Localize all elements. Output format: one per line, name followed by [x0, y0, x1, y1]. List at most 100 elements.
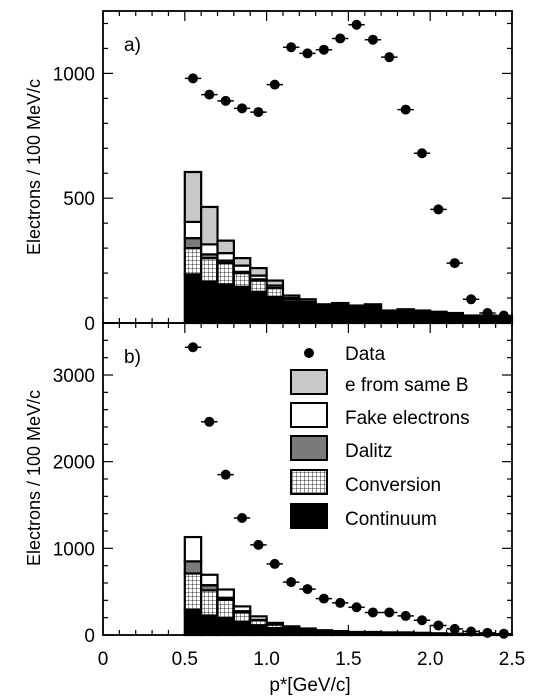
y-axis-label-a: Electrons / 100 MeV/c	[24, 79, 44, 255]
bar-conversion	[265, 286, 285, 298]
data-point	[187, 342, 198, 353]
data-point	[498, 310, 509, 321]
x-tick-label: 1.0	[253, 649, 279, 670]
bar-fake-electrons	[200, 573, 219, 587]
data-point	[253, 539, 264, 550]
data-point	[318, 593, 329, 604]
bar-continuum	[363, 303, 383, 325]
x-axis-label: p*[GeV/c]	[269, 675, 350, 696]
bar-conversion	[200, 589, 219, 617]
legend: Data e from same B Fake electrons Dalitz…	[290, 344, 470, 530]
bar-fake-electrons	[183, 220, 203, 240]
bar-fake-electrons	[232, 605, 252, 613]
legend-continuum-label: Continuum	[345, 509, 437, 530]
data-point	[220, 95, 231, 106]
legend-dalitz-label: Dalitz	[345, 441, 393, 462]
bar-conversion	[249, 279, 268, 293]
bar-conversion	[232, 271, 252, 288]
y-tick-label: 1000	[53, 64, 95, 85]
bar-e-from-same-b	[200, 205, 219, 246]
data-point	[466, 626, 477, 637]
data-point	[449, 623, 460, 634]
bar-dalitz	[183, 560, 203, 575]
bar-continuum	[216, 616, 235, 637]
bar-fake-electrons	[216, 252, 235, 262]
legend-same-b-label: e from same B	[345, 375, 469, 396]
bar-fake-electrons	[183, 535, 203, 563]
bar-fake-electrons	[265, 621, 285, 626]
x-tick-label: 1.5	[335, 649, 361, 670]
bar-fake-electrons	[249, 615, 268, 621]
bar-conversion	[183, 572, 203, 611]
bar-fake-electrons	[281, 625, 301, 629]
legend-data-marker	[304, 348, 314, 358]
bar-continuum	[232, 620, 252, 637]
legend-conversion-label: Conversion	[345, 475, 441, 496]
bar-e-from-same-b	[265, 279, 285, 287]
bar-continuum	[380, 309, 399, 325]
data-point	[449, 258, 460, 269]
data-point	[237, 103, 248, 114]
data-point	[302, 48, 313, 59]
bar-fake-electrons	[298, 627, 317, 631]
data-point	[351, 602, 362, 613]
y-tick-label: 3000	[53, 366, 95, 387]
data-point	[367, 34, 378, 45]
data-point	[351, 19, 362, 30]
panel-b-label: b)	[124, 347, 141, 368]
y-tick-label: 0	[84, 314, 95, 335]
data-point	[417, 148, 428, 159]
bar-conversion	[216, 598, 235, 620]
bar-continuum	[347, 304, 366, 325]
bar-continuum	[216, 283, 235, 325]
legend-dalitz-swatch	[290, 435, 328, 461]
bar-conversion	[232, 611, 252, 624]
bar-conversion	[200, 257, 219, 283]
bar-continuum	[232, 285, 252, 325]
data-point	[220, 469, 231, 480]
panel-a-label: a)	[124, 35, 141, 56]
data-point	[466, 294, 477, 305]
data-point	[269, 79, 280, 90]
data-point	[335, 33, 346, 44]
y-tick-label: 2000	[53, 453, 95, 474]
bar-continuum	[429, 310, 448, 325]
data-point	[433, 620, 444, 631]
data-point	[482, 627, 493, 638]
bar-e-from-same-b	[232, 257, 252, 267]
data-point	[384, 607, 395, 618]
data-point	[269, 558, 280, 569]
data-point	[400, 104, 411, 115]
data-point	[482, 308, 493, 319]
bar-e-from-same-b	[216, 239, 235, 255]
data-point	[302, 584, 313, 595]
y-axis-label-b: Electrons / 100 MeV/c	[24, 390, 44, 566]
data-point	[498, 628, 509, 639]
bar-continuum	[281, 300, 301, 325]
data-point	[253, 107, 264, 118]
bar-continuum	[183, 608, 203, 637]
x-tick-label: 0	[98, 649, 109, 670]
x-tick-label: 0.5	[172, 649, 198, 670]
data-point	[417, 615, 428, 626]
bar-continuum	[461, 314, 481, 325]
bar-continuum	[330, 301, 350, 325]
bar-fake-electrons	[200, 243, 219, 256]
bar-continuum	[265, 295, 285, 325]
panel-b: 0 1000 2000 3000 0 0.5 1.0 1.5 2.0 2.5	[53, 322, 525, 670]
y-tick-label: 0	[84, 626, 95, 647]
x-tick-label: 2.0	[417, 649, 443, 670]
bar-continuum	[314, 303, 334, 325]
legend-fake-label: Fake electrons	[345, 408, 470, 429]
bar-continuum	[298, 303, 317, 325]
data-point	[367, 607, 378, 618]
data-point	[204, 89, 215, 100]
bar-fake-electrons	[216, 588, 235, 599]
bar-continuum	[249, 624, 268, 637]
y-tick-label: 1000	[53, 539, 95, 560]
data-point	[204, 416, 215, 427]
data-point	[286, 577, 297, 588]
bar-e-from-same-b	[249, 266, 268, 277]
legend-same-b-swatch	[290, 369, 328, 395]
x-tick-label: 2.5	[499, 649, 525, 670]
